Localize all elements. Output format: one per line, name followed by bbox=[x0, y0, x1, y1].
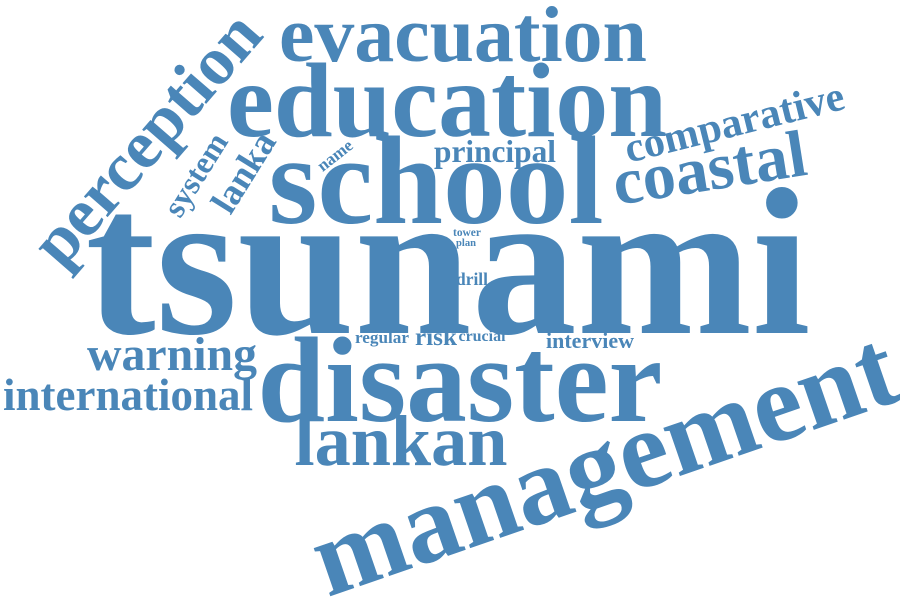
word-drill: drill bbox=[456, 268, 488, 289]
word-principal: principal bbox=[434, 133, 556, 169]
word-disaster: disaster bbox=[257, 314, 663, 448]
word-interview: interview bbox=[546, 328, 634, 353]
word-crucial: crucial bbox=[458, 328, 506, 345]
word-risk: risk bbox=[415, 323, 457, 351]
word-international: international bbox=[3, 369, 254, 420]
word-regular: regular bbox=[355, 327, 409, 347]
word-education: education bbox=[227, 42, 667, 159]
word-plan: plan bbox=[456, 237, 476, 249]
word-warning: warning bbox=[87, 328, 257, 381]
word-evacuation: evacuation bbox=[279, 0, 647, 79]
word-lankan: lankan bbox=[294, 401, 508, 481]
word-tsunami: tsunami bbox=[85, 145, 811, 379]
word-tower: tower bbox=[453, 226, 481, 239]
word-school: school bbox=[268, 112, 604, 251]
